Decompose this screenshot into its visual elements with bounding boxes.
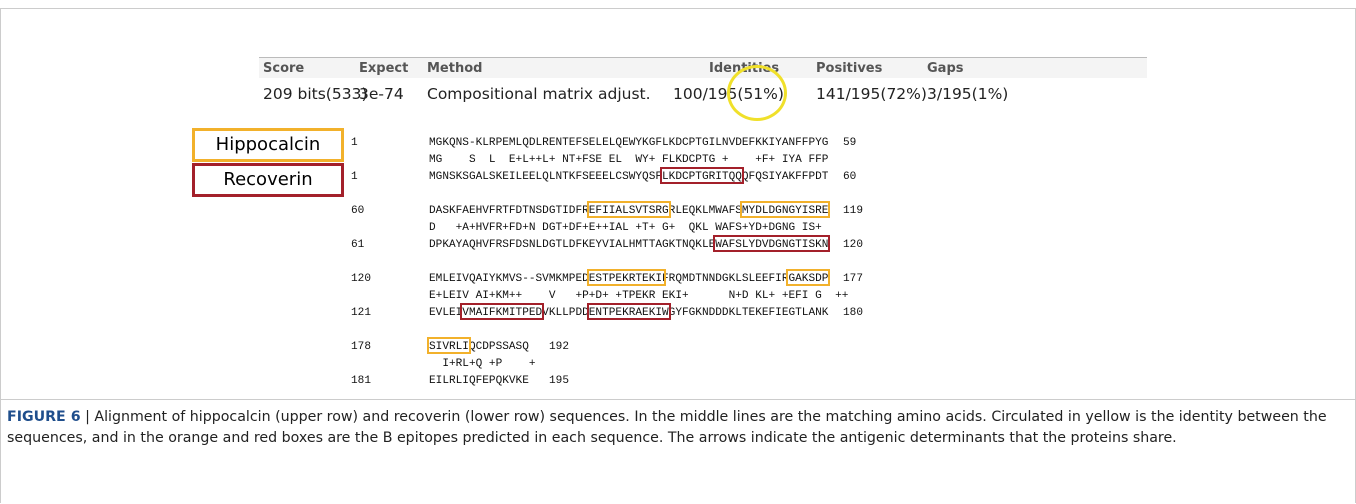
query-seq: SIVRLIQCDPSSASQ bbox=[429, 341, 529, 353]
subject-start: 1 bbox=[351, 171, 358, 183]
caption: FIGURE 6 | Alignment of hippocalcin (upp… bbox=[7, 407, 1347, 449]
epitope-box bbox=[460, 303, 545, 320]
subject-seq-wrap: EILRLIQFEPQKVKE bbox=[429, 373, 529, 390]
subject-end: 120 bbox=[843, 239, 863, 251]
stat-value: 209 bits(533) bbox=[263, 85, 368, 103]
query-seq: EMLEIVQAIYKMVS--SVMKMPEDESTPEKRTEKIFRQMD… bbox=[429, 273, 829, 285]
query-end: 119 bbox=[843, 205, 863, 217]
caption-rule bbox=[1, 399, 1355, 400]
caption-text: | Alignment of hippocalcin (upper row) a… bbox=[7, 409, 1327, 446]
query-start: 120 bbox=[351, 273, 371, 285]
figure: Score Expect Method Identities Positives… bbox=[0, 8, 1356, 503]
epitope-box bbox=[427, 337, 471, 354]
query-seq-wrap: MGKQNS-KLRPEMLQDLRENTEFSELELQEWYKGFLKDCP… bbox=[429, 135, 828, 152]
stat-value: 3/195(1%) bbox=[927, 85, 1009, 103]
subject-seq: EVLEIVMAIFKMITPEDVKLLPDDENTPEKRAEKIWGYFG… bbox=[429, 307, 829, 319]
caption-label: FIGURE 6 bbox=[7, 409, 81, 425]
subject-start: 121 bbox=[351, 307, 371, 319]
query-start: 1 bbox=[351, 137, 358, 149]
header-rule bbox=[259, 57, 1147, 58]
match-line: E+LEIV AI+KM++ V +P+D+ +TPEKR EKI+ N+D K… bbox=[429, 290, 849, 302]
query-seq: MGKQNS-KLRPEMLQDLRENTEFSELELQEWYKGFLKDCP… bbox=[429, 137, 829, 149]
epitope-box bbox=[660, 167, 744, 184]
stat-header: Method bbox=[427, 61, 483, 76]
query-start: 178 bbox=[351, 341, 371, 353]
epitope-box bbox=[786, 269, 831, 286]
epitope-box bbox=[739, 201, 831, 218]
hippocalcin-label: Hippocalcin bbox=[192, 128, 344, 162]
stat-header: Gaps bbox=[927, 61, 964, 76]
stat-header: Expect bbox=[359, 61, 409, 76]
stat-value: 3e-74 bbox=[359, 85, 404, 103]
epitope-box bbox=[586, 269, 666, 286]
query-start: 60 bbox=[351, 205, 365, 217]
subject-seq: MGNSKSGALSKEILEELQLNTKFSEEELCSWYQSFLKDCP… bbox=[429, 171, 829, 183]
stat-value: 141/195(72%) bbox=[816, 85, 927, 103]
subject-end: 195 bbox=[549, 375, 569, 387]
query-end: 59 bbox=[843, 137, 857, 149]
query-seq-wrap: SIVRLIQCDPSSASQ bbox=[427, 337, 529, 356]
query-seq: DASKFAEHVFRTFDTNSDGTIDFREFIIALSVTSRGRLEQ… bbox=[429, 205, 829, 217]
header-bg bbox=[259, 58, 1147, 78]
query-end: 177 bbox=[843, 273, 863, 285]
stat-value: Compositional matrix adjust. bbox=[427, 85, 651, 103]
subject-seq: EILRLIQFEPQKVKE bbox=[429, 375, 529, 387]
subject-end: 180 bbox=[843, 307, 863, 319]
stat-header: Positives bbox=[816, 61, 883, 76]
query-seq-wrap: DASKFAEHVFRTFDTNSDGTIDFREFIIALSVTSRGRLEQ… bbox=[429, 201, 831, 220]
epitope-box bbox=[586, 303, 671, 320]
query-seq-wrap: EMLEIVQAIYKMVS--SVMKMPEDESTPEKRTEKIFRQMD… bbox=[429, 269, 831, 288]
match-line: D +A+HVFR+FD+N DGT+DF+E++IAL +T+ G+ QKL … bbox=[429, 222, 822, 234]
match-line: MG S L E+L++L+ NT+FSE EL WY+ FLKDCPTG + … bbox=[429, 154, 829, 166]
epitope-box bbox=[713, 235, 831, 252]
subject-start: 61 bbox=[351, 239, 365, 251]
subject-seq: DPKAYAQHVFRSFDSNLDGTLDFKEYVIALHMTTAGKTNQ… bbox=[429, 239, 829, 251]
match-line: I+RL+Q +P + bbox=[429, 358, 536, 370]
identity-circle bbox=[727, 65, 787, 121]
subject-seq-wrap: DPKAYAQHVFRSFDSNLDGTLDFKEYVIALHMTTAGKTNQ… bbox=[429, 235, 831, 254]
subject-seq-wrap: EVLEIVMAIFKMITPEDVKLLPDDENTPEKRAEKIWGYFG… bbox=[429, 303, 829, 322]
recoverin-label: Recoverin bbox=[192, 163, 344, 197]
epitope-box bbox=[586, 201, 671, 218]
subject-end: 60 bbox=[843, 171, 857, 183]
subject-seq-wrap: MGNSKSGALSKEILEELQLNTKFSEEELCSWYQSFLKDCP… bbox=[429, 167, 829, 186]
subject-start: 181 bbox=[351, 375, 371, 387]
query-end: 192 bbox=[549, 341, 569, 353]
stat-header: Score bbox=[263, 61, 305, 76]
